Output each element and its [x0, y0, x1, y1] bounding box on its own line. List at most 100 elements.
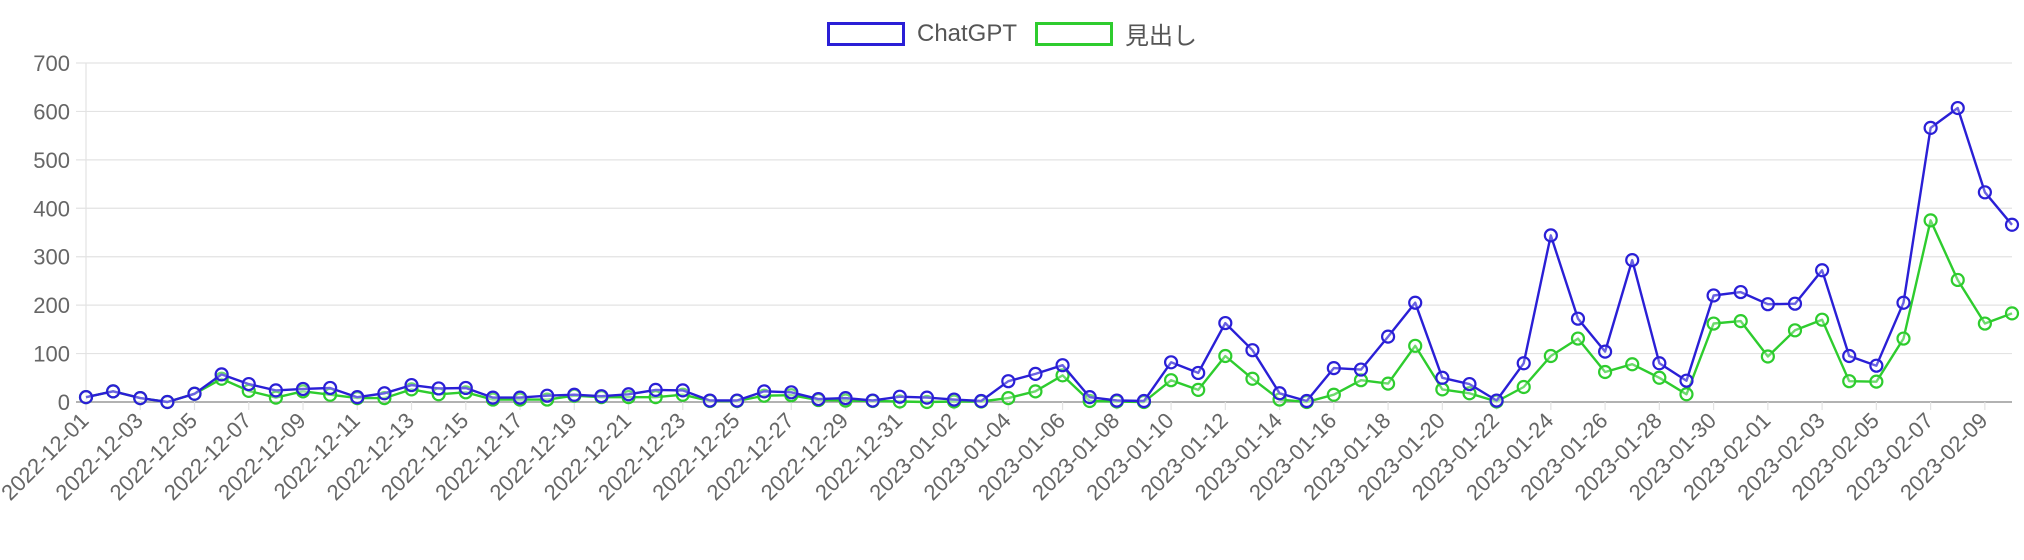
data-point-chatgpt [784, 385, 799, 400]
data-point-midashi [1733, 314, 1748, 329]
data-point-midashi [1597, 364, 1613, 380]
data-point-chatgpt [485, 390, 501, 405]
data-point-chatgpt [729, 393, 745, 408]
data-point-chatgpt [540, 388, 555, 403]
data-point-midashi [1380, 376, 1396, 391]
data-point-midashi [1001, 391, 1016, 406]
data-point-chatgpt [1028, 366, 1043, 382]
data-point-chatgpt [1733, 284, 1748, 300]
data-point-midashi [2004, 306, 2020, 321]
y-tick-label: 700 [33, 51, 70, 76]
data-point-midashi [1516, 379, 1531, 395]
legend: ChatGPT 見出し [0, 16, 2024, 51]
legend-item-midashi[interactable]: 見出し [1035, 16, 1197, 51]
data-point-chatgpt [133, 391, 148, 406]
data-point-midashi [1055, 368, 1070, 383]
data-point-midashi [1326, 387, 1341, 402]
data-point-chatgpt [811, 391, 826, 407]
data-point-chatgpt [1272, 386, 1287, 401]
y-tick-label: 0 [58, 390, 70, 415]
legend-label-midashi: 見出し [1125, 23, 1198, 50]
data-point-chatgpt [1597, 344, 1613, 359]
data-point-chatgpt [377, 386, 392, 401]
data-point-midashi [1218, 348, 1233, 364]
legend-item-chatgpt[interactable]: ChatGPT [826, 19, 1018, 48]
data-point-midashi [1950, 272, 1965, 288]
data-point-chatgpt [323, 380, 338, 396]
data-point-chatgpt [1299, 393, 1314, 409]
data-point-chatgpt [1950, 100, 1965, 116]
data-point-chatgpt [567, 387, 582, 402]
data-point-chatgpt [1136, 393, 1152, 409]
data-point-chatgpt [946, 392, 962, 407]
data-point-chatgpt [621, 387, 636, 402]
data-point-midashi [1652, 370, 1667, 385]
data-point-chatgpt [1625, 253, 1640, 268]
data-point-midashi [1408, 338, 1423, 353]
data-point-midashi [1245, 371, 1260, 386]
data-point-chatgpt [268, 383, 283, 398]
data-point-chatgpt [1923, 120, 1938, 135]
data-point-chatgpt [919, 390, 935, 405]
data-point-chatgpt [892, 389, 907, 404]
data-point-midashi [1869, 374, 1884, 389]
data-point-midashi [1435, 382, 1450, 397]
data-point-chatgpt [1109, 393, 1124, 408]
data-point-midashi [1760, 349, 1775, 364]
data-point-midashi [1163, 373, 1179, 388]
data-point-chatgpt [1706, 288, 1721, 303]
data-point-chatgpt [106, 384, 121, 399]
data-point-chatgpt [458, 380, 473, 396]
series-line-midashi [85, 219, 2013, 404]
data-point-chatgpt [1001, 374, 1016, 389]
data-point-midashi [1977, 316, 1992, 331]
data-point-chatgpt [2004, 217, 2020, 232]
y-tick-label: 500 [33, 148, 70, 173]
data-point-chatgpt [1787, 296, 1803, 311]
data-point-chatgpt [1869, 358, 1884, 373]
data-point-chatgpt [1896, 295, 1911, 310]
data-point-midashi [1191, 382, 1206, 397]
data-point-chatgpt [648, 382, 663, 397]
data-point-chatgpt [1570, 311, 1586, 326]
data-point-chatgpt [838, 391, 853, 406]
y-tick-label: 600 [33, 99, 70, 124]
series-line-chatgpt [85, 106, 2013, 404]
data-point-chatgpt [1543, 228, 1558, 243]
data-point-chatgpt [702, 393, 718, 408]
data-point-chatgpt [1163, 355, 1179, 370]
data-point-chatgpt [1435, 370, 1450, 385]
data-point-chatgpt [1082, 390, 1097, 405]
data-point-chatgpt [160, 394, 175, 410]
data-point-chatgpt [1191, 365, 1206, 381]
data-point-midashi [1896, 331, 1911, 346]
data-point-chatgpt [1842, 348, 1857, 364]
data-point-chatgpt [1326, 361, 1341, 376]
data-point-chatgpt [1055, 358, 1070, 373]
data-point-midashi [1543, 348, 1558, 364]
data-point-chatgpt [757, 384, 772, 399]
data-point-midashi [1028, 384, 1043, 399]
data-point-midashi [1842, 374, 1857, 389]
data-point-chatgpt [865, 393, 880, 408]
data-point-midashi [1625, 357, 1640, 372]
data-point-chatgpt [214, 367, 229, 382]
data-point-chatgpt [675, 383, 690, 398]
data-point-chatgpt [1977, 185, 1992, 200]
legend-label-chatgpt: ChatGPT [916, 19, 1018, 47]
data-point-midashi [1570, 331, 1586, 346]
data-point-chatgpt [350, 390, 365, 405]
data-point-midashi [1679, 387, 1694, 402]
data-point-chatgpt [404, 377, 419, 393]
data-point-chatgpt [78, 390, 94, 405]
data-point-midashi [1923, 213, 1938, 228]
data-point-chatgpt [241, 376, 256, 392]
legend-swatch-chatgpt [826, 21, 905, 46]
y-tick-label: 300 [33, 245, 70, 270]
data-point-chatgpt [295, 381, 311, 397]
data-point-chatgpt [1380, 329, 1396, 344]
data-point-chatgpt [1462, 376, 1477, 392]
data-point-chatgpt [512, 390, 528, 405]
